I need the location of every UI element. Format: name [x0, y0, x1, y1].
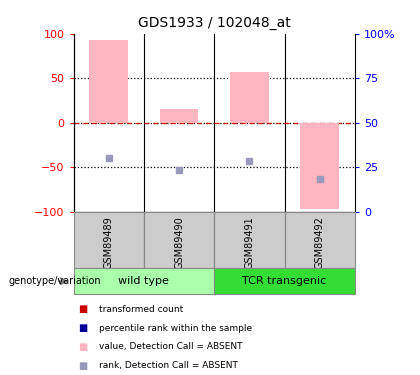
Bar — [160, 110, 198, 123]
Bar — [89, 40, 128, 123]
Text: ■: ■ — [78, 304, 87, 314]
Text: GSM89492: GSM89492 — [315, 216, 325, 269]
Text: GSM89490: GSM89490 — [174, 216, 184, 269]
Bar — [230, 72, 269, 123]
Text: GSM89489: GSM89489 — [104, 216, 114, 269]
Text: value, Detection Call = ABSENT: value, Detection Call = ABSENT — [99, 342, 242, 351]
Bar — [74, 268, 214, 294]
Text: ■: ■ — [78, 342, 87, 352]
Text: ■: ■ — [78, 323, 87, 333]
Text: transformed count: transformed count — [99, 305, 183, 314]
Bar — [214, 212, 285, 268]
Bar — [285, 212, 355, 268]
Bar — [144, 212, 214, 268]
Text: GSM89491: GSM89491 — [244, 216, 255, 269]
Bar — [214, 268, 355, 294]
Bar — [74, 212, 144, 268]
Text: ■: ■ — [78, 361, 87, 370]
Text: TCR transgenic: TCR transgenic — [242, 276, 327, 286]
Text: genotype/variation: genotype/variation — [8, 276, 101, 286]
Text: percentile rank within the sample: percentile rank within the sample — [99, 324, 252, 333]
Title: GDS1933 / 102048_at: GDS1933 / 102048_at — [138, 16, 291, 30]
Text: rank, Detection Call = ABSENT: rank, Detection Call = ABSENT — [99, 361, 238, 370]
Text: wild type: wild type — [118, 276, 169, 286]
Bar — [300, 123, 339, 209]
